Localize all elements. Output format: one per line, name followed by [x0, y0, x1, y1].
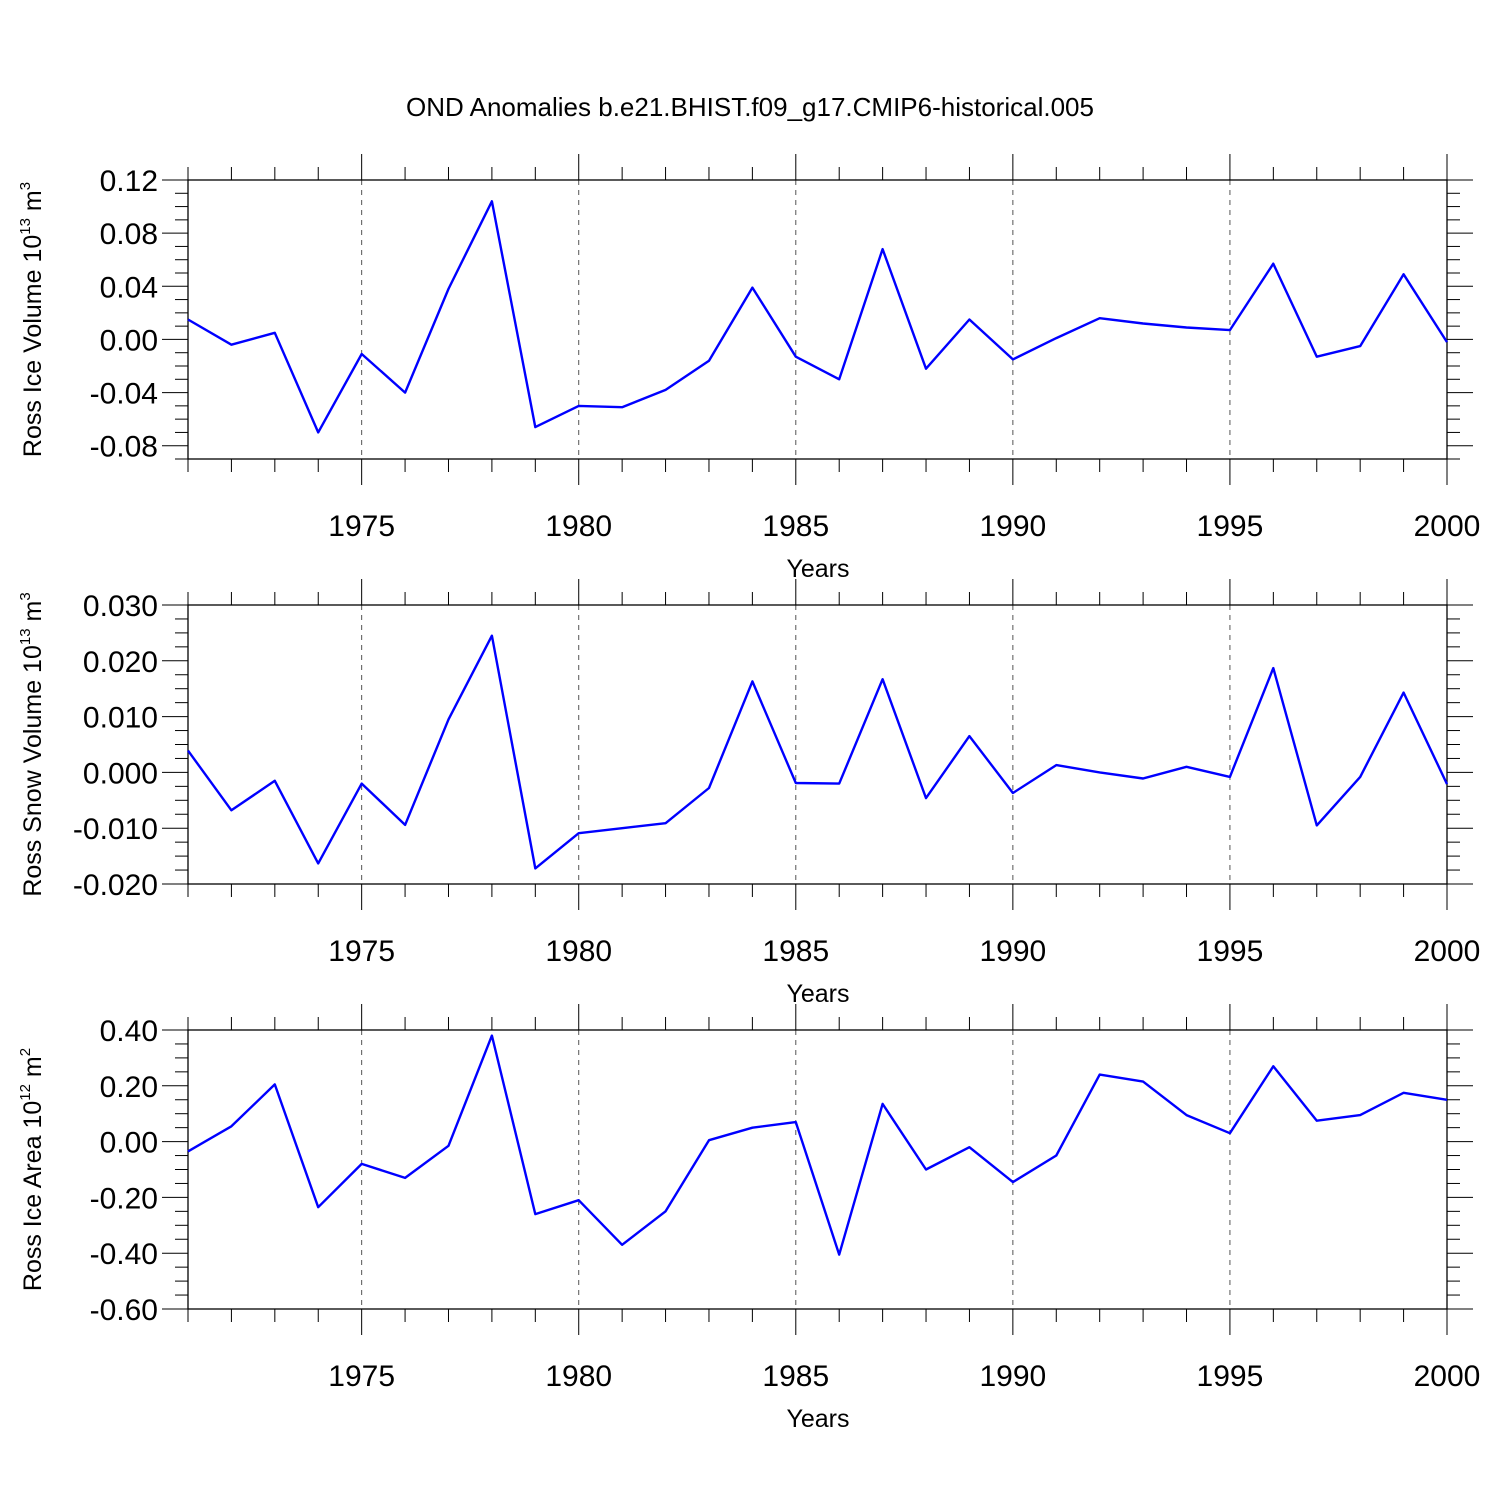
y-tick-label: 0.030: [83, 590, 158, 623]
panel-2: -0.020 -0.010 0.000 0.010 0.020 0.030 1975 1980…: [17, 579, 1480, 1008]
y-tick-label: -0.010: [73, 813, 158, 846]
y-tick-label: -0.20: [90, 1182, 158, 1215]
x-tick-label: 1995: [1197, 510, 1264, 543]
x-tick-label: 1975: [328, 510, 395, 543]
x-tick-label: 1985: [762, 935, 829, 968]
x-tick-label: 1990: [979, 510, 1046, 543]
x-tick-label: 2000: [1414, 510, 1481, 543]
y-tick-label: 0.00: [100, 324, 158, 357]
x-tick-label: 1985: [762, 1360, 829, 1393]
x-tick-label: 1975: [328, 935, 395, 968]
y-tick-label: 0.020: [83, 646, 158, 679]
x-axis-label: Years: [786, 1405, 849, 1433]
series-line: [187, 1034, 1448, 1256]
plot-frame: [187, 179, 1448, 460]
y-axis-label: Ross Ice Volume 1013 m3: [17, 182, 47, 457]
x-axis-label: Years: [786, 555, 849, 583]
y-axis-label: Ross Snow Volume 1013 m3: [17, 592, 47, 896]
series-line: [187, 634, 1449, 870]
x-axis-label: Years: [786, 980, 849, 1008]
y-tick-label: 0.20: [100, 1071, 158, 1104]
y-tick-label: 0.08: [100, 218, 158, 251]
x-tick-label: 1980: [545, 510, 612, 543]
y-tick-label: -0.40: [90, 1238, 158, 1271]
x-tick-label: 2000: [1414, 1360, 1481, 1393]
y-tick-label: 0.010: [83, 702, 158, 735]
x-tick-label: 1985: [762, 510, 829, 543]
panel-1: -0.08 -0.04 0.00 0.04 0.08 0.12 1975 1980 1985 19…: [17, 154, 1480, 583]
y-tick-label: 0.12: [100, 165, 158, 198]
y-tick-label: -0.04: [90, 378, 158, 411]
y-tick-label: -0.60: [90, 1294, 158, 1327]
y-tick-label: 0.40: [100, 1015, 158, 1048]
x-tick-label: 1990: [979, 1360, 1046, 1393]
x-tick-label: 1980: [545, 935, 612, 968]
x-tick-label: 1990: [979, 935, 1046, 968]
y-axis-label: Ross Ice Area 1012 m2: [17, 1048, 47, 1291]
y-tick-label: 0.000: [83, 757, 158, 790]
y-tick-label: -0.08: [90, 431, 158, 464]
x-tick-label: 1995: [1197, 1360, 1264, 1393]
plot-frame: [187, 604, 1448, 885]
x-tick-label: 2000: [1414, 935, 1481, 968]
y-tick-label: 0.00: [100, 1127, 158, 1160]
x-tick-label: 1980: [545, 1360, 612, 1393]
x-tick-label: 1995: [1197, 935, 1264, 968]
series-line: [187, 200, 1449, 434]
y-tick-label: -0.020: [73, 869, 158, 902]
x-tick-label: 1975: [328, 1360, 395, 1393]
y-tick-label: 0.04: [100, 271, 158, 304]
chart-title: OND Anomalies b.e21.BHIST.f09_g17.CMIP6-…: [406, 92, 1094, 122]
panel-3: -0.60 -0.40 -0.20 0.00 0.20 0.40 1975 1980 1985 1…: [17, 1004, 1480, 1433]
